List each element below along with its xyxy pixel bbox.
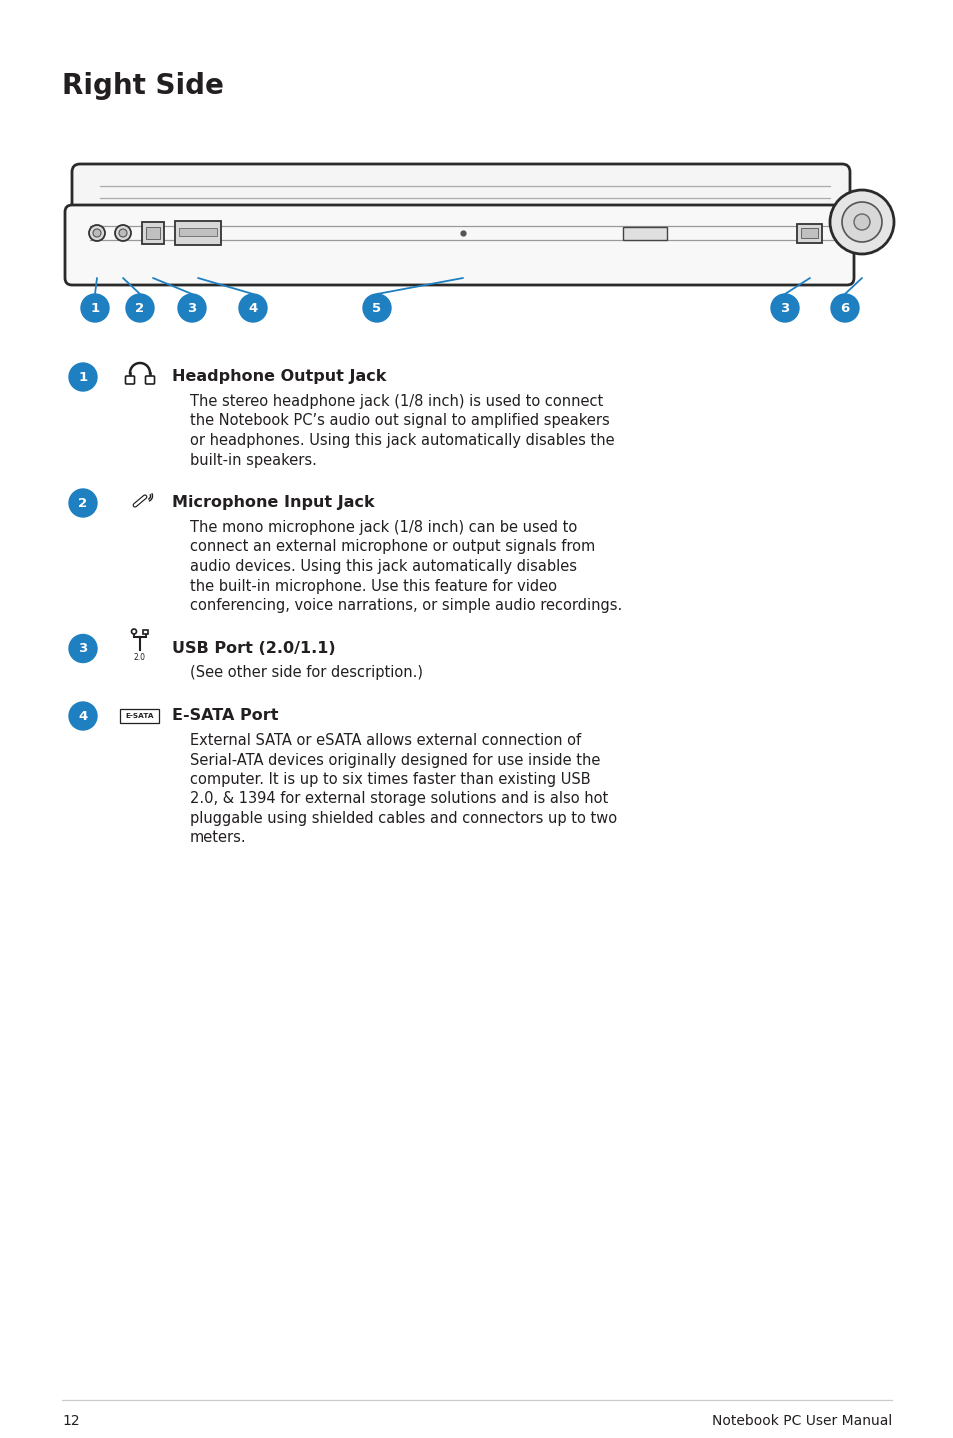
Circle shape — [239, 293, 267, 322]
FancyBboxPatch shape — [143, 630, 149, 634]
Text: 1: 1 — [78, 371, 88, 384]
Circle shape — [89, 224, 105, 242]
FancyBboxPatch shape — [797, 223, 821, 243]
FancyBboxPatch shape — [179, 229, 216, 236]
Text: 1: 1 — [91, 302, 99, 315]
FancyBboxPatch shape — [146, 227, 160, 239]
Text: E-SATA: E-SATA — [126, 713, 154, 719]
Circle shape — [69, 702, 97, 731]
Text: The stereo headphone jack (1/8 inch) is used to connect: The stereo headphone jack (1/8 inch) is … — [190, 394, 602, 408]
Text: 3: 3 — [78, 643, 88, 656]
Text: External SATA or eSATA allows external connection of: External SATA or eSATA allows external c… — [190, 733, 580, 748]
Text: 2.0, & 1394 for external storage solutions and is also hot: 2.0, & 1394 for external storage solutio… — [190, 791, 608, 807]
Text: 4: 4 — [248, 302, 257, 315]
Text: conferencing, voice narrations, or simple audio recordings.: conferencing, voice narrations, or simpl… — [190, 598, 621, 613]
Text: 2: 2 — [78, 498, 88, 510]
Text: E-SATA Port: E-SATA Port — [172, 709, 278, 723]
Circle shape — [126, 293, 153, 322]
Text: 12: 12 — [62, 1414, 79, 1428]
Text: Microphone Input Jack: Microphone Input Jack — [172, 496, 375, 510]
Text: Right Side: Right Side — [62, 72, 224, 101]
Circle shape — [841, 201, 882, 242]
Text: 4: 4 — [78, 710, 88, 723]
Circle shape — [69, 634, 97, 663]
Circle shape — [69, 362, 97, 391]
Circle shape — [770, 293, 799, 322]
Text: Notebook PC User Manual: Notebook PC User Manual — [711, 1414, 891, 1428]
Text: The mono microphone jack (1/8 inch) can be used to: The mono microphone jack (1/8 inch) can … — [190, 521, 577, 535]
Circle shape — [69, 489, 97, 518]
Circle shape — [178, 293, 206, 322]
Text: the built-in microphone. Use this feature for video: the built-in microphone. Use this featur… — [190, 578, 557, 594]
Text: 5: 5 — [372, 302, 381, 315]
Circle shape — [132, 628, 136, 634]
FancyBboxPatch shape — [120, 709, 159, 723]
Text: connect an external microphone or output signals from: connect an external microphone or output… — [190, 539, 595, 555]
Text: meters.: meters. — [190, 831, 247, 846]
Text: (See other side for description.): (See other side for description.) — [190, 666, 422, 680]
Circle shape — [830, 293, 858, 322]
Circle shape — [119, 229, 127, 237]
Circle shape — [363, 293, 391, 322]
Text: 2.0: 2.0 — [133, 653, 146, 663]
FancyBboxPatch shape — [801, 227, 818, 237]
Circle shape — [115, 224, 131, 242]
FancyBboxPatch shape — [142, 221, 164, 244]
Text: 2: 2 — [135, 302, 145, 315]
Circle shape — [829, 190, 893, 255]
FancyBboxPatch shape — [71, 164, 849, 232]
Text: 3: 3 — [780, 302, 789, 315]
Text: USB Port (2.0/1.1): USB Port (2.0/1.1) — [172, 641, 335, 656]
Text: computer. It is up to six times faster than existing USB: computer. It is up to six times faster t… — [190, 772, 590, 787]
Text: or headphones. Using this jack automatically disables the: or headphones. Using this jack automatic… — [190, 433, 614, 449]
Text: pluggable using shielded cables and connectors up to two: pluggable using shielded cables and conn… — [190, 811, 617, 825]
Text: Serial-ATA devices originally designed for use inside the: Serial-ATA devices originally designed f… — [190, 752, 599, 768]
Text: E-SATA: E-SATA — [186, 230, 210, 236]
Circle shape — [92, 229, 101, 237]
Circle shape — [81, 293, 109, 322]
Text: 3: 3 — [187, 302, 196, 315]
FancyBboxPatch shape — [174, 221, 221, 244]
FancyBboxPatch shape — [65, 206, 853, 285]
FancyBboxPatch shape — [622, 227, 666, 240]
Circle shape — [853, 214, 869, 230]
Text: the Notebook PC’s audio out signal to amplified speakers: the Notebook PC’s audio out signal to am… — [190, 414, 609, 429]
FancyBboxPatch shape — [146, 375, 154, 384]
Text: 6: 6 — [840, 302, 849, 315]
Text: Headphone Output Jack: Headphone Output Jack — [172, 370, 386, 384]
FancyBboxPatch shape — [126, 375, 134, 384]
Text: built-in speakers.: built-in speakers. — [190, 453, 316, 467]
Text: audio devices. Using this jack automatically disables: audio devices. Using this jack automatic… — [190, 559, 577, 574]
